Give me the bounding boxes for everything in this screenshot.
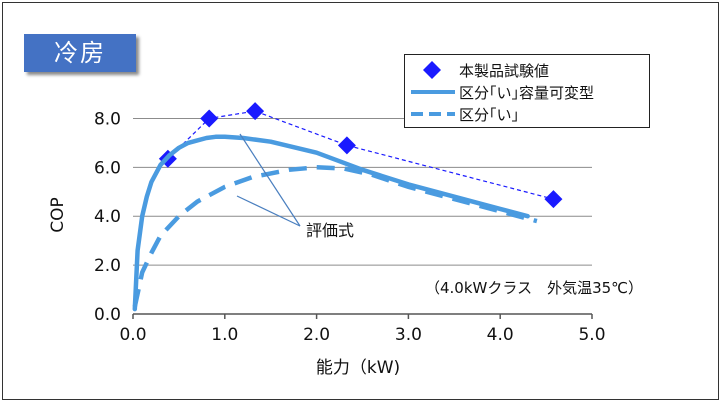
callout-layer [236, 133, 301, 227]
x-axis-label: 能力（kW) [316, 358, 400, 378]
legend-item-test-values: 本製品試験値 [405, 59, 649, 81]
x-tick-label: 4.0 [487, 325, 514, 345]
legend-item-variable-capacity: 区分｢い｣容量可変型 [405, 81, 649, 103]
cooling-mode-badge: 冷房 [24, 34, 136, 72]
series-line-test-values [167, 110, 554, 200]
y-tick-label: 6.0 [94, 158, 121, 178]
callout-leader-line [236, 195, 301, 227]
callout-leader-line [239, 133, 301, 227]
legend-label: 区分｢い｣ [459, 106, 520, 124]
x-tick-label: 3.0 [395, 325, 422, 345]
legend-label: 区分｢い｣容量可変型 [459, 84, 595, 102]
x-tick-label: 0.0 [119, 325, 146, 345]
y-tick-label: 0.0 [94, 305, 121, 325]
solid-line-icon [411, 90, 455, 94]
series-layer [132, 102, 563, 312]
diamond-marker-icon [423, 61, 441, 79]
condition-note: （4.0kWクラス 外気温35℃） [425, 279, 644, 297]
legend-item-category: 区分｢い｣ [405, 103, 649, 125]
series-line-category [132, 165, 538, 308]
axis-layer: 0.0 2.0 4.0 6.0 8.0 0.0 1.0 2.0 3.0 4.0 5.0 [94, 109, 606, 345]
data-point-marker [337, 136, 356, 155]
y-tick-label: 8.0 [94, 109, 121, 129]
data-point-marker [544, 190, 563, 209]
series-line-variable-capacity [132, 134, 530, 312]
x-tick-label: 2.0 [303, 325, 330, 345]
dashed-line-icon [411, 112, 455, 116]
legend: 本製品試験値 区分｢い｣容量可変型 区分｢い｣ [404, 54, 650, 128]
data-point-marker [246, 102, 265, 121]
legend-label: 本製品試験値 [459, 62, 550, 80]
y-axis-label: COP [48, 197, 68, 233]
data-point-marker [200, 109, 219, 128]
y-tick-label: 4.0 [94, 207, 121, 227]
y-tick-label: 2.0 [94, 256, 121, 276]
x-tick-label: 5.0 [578, 325, 605, 345]
evaluation-formula-callout: 評価式 [306, 221, 355, 240]
x-tick-label: 1.0 [211, 325, 238, 345]
